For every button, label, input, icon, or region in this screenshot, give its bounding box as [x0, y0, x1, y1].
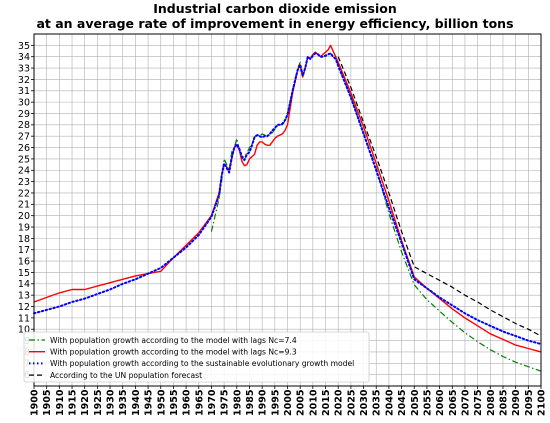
- legend-label-4: According to the UN population forecast: [50, 371, 202, 380]
- x-tick-label: 1945: [144, 390, 155, 416]
- y-tick-label: 32: [18, 75, 30, 86]
- x-tick-label: 1925: [93, 390, 104, 416]
- x-tick-label: 1960: [182, 389, 193, 416]
- x-tick-label: 2015: [321, 390, 332, 416]
- series-line-3: [33, 52, 542, 345]
- y-tick-label: 13: [18, 291, 30, 302]
- y-tick-label: 14: [18, 279, 30, 290]
- x-tick-label: 2030: [359, 389, 370, 416]
- x-tick-label: 2085: [498, 390, 509, 416]
- y-tick-label: 11: [18, 313, 30, 324]
- x-tick-label: 1910: [55, 389, 66, 416]
- x-tick-label: 1940: [131, 389, 142, 416]
- series-line-4: [337, 56, 542, 337]
- x-tick-label: 2070: [460, 389, 471, 416]
- x-tick-label: 2055: [422, 390, 433, 416]
- x-tick-label: 1905: [42, 390, 53, 416]
- y-tick-label: 20: [18, 211, 30, 222]
- chart-subtitle: at an average rate of improvement in ene…: [36, 16, 513, 31]
- x-tick-label: 1980: [232, 389, 243, 416]
- y-tick-label: 34: [18, 52, 30, 63]
- legend-label-2: With population growth according to the …: [50, 348, 297, 357]
- x-tick-label: 2100: [537, 389, 548, 416]
- y-tick-label: 35: [18, 41, 30, 52]
- legend-box: [23, 331, 370, 383]
- x-tick-label: 2090: [511, 389, 522, 416]
- x-tick-label: 1900: [30, 389, 41, 416]
- y-tick-label: 30: [18, 98, 30, 109]
- x-tick-label: 2080: [486, 389, 497, 416]
- x-tick-label: 2095: [524, 390, 535, 416]
- x-tick-label: 2000: [283, 389, 294, 416]
- y-tick-label: 17: [18, 245, 30, 256]
- y-tick-label: 21: [18, 200, 30, 211]
- x-tick-label: 1995: [270, 390, 281, 416]
- x-tick-label: 1990: [258, 389, 269, 416]
- x-tick-label: 2065: [448, 390, 459, 416]
- series-layer: [33, 44, 542, 372]
- chart-title: Industrial carbon dioxide emission: [153, 1, 397, 16]
- y-tick-label: 27: [18, 132, 30, 143]
- x-tick-label: 1965: [194, 390, 205, 416]
- y-tick-label: 23: [18, 177, 30, 188]
- legend-label-3: With population growth according to the …: [50, 359, 354, 368]
- x-axis: 1900 1905 1910 1915 1920 1925 1930 1935 1940 1945…: [30, 386, 548, 416]
- x-tick-label: 1950: [156, 389, 167, 416]
- y-tick-label: 33: [18, 63, 30, 74]
- x-tick-label: 1930: [106, 389, 117, 416]
- legend-label-1: With population growth according to the …: [50, 336, 297, 345]
- x-tick-label: 2050: [410, 389, 421, 416]
- y-tick-label: 22: [18, 188, 30, 199]
- x-tick-label: 2075: [473, 390, 484, 416]
- x-tick-label: 2010: [308, 389, 319, 416]
- x-tick-label: 2020: [334, 389, 345, 416]
- y-tick-label: 19: [18, 222, 30, 233]
- x-tick-label: 2045: [397, 390, 408, 416]
- y-axis: 6789101112131415161718192021222324252627…: [18, 41, 34, 381]
- y-tick-label: 26: [18, 143, 30, 154]
- y-tick-label: 31: [18, 86, 30, 97]
- x-tick-label: 1985: [245, 390, 256, 416]
- y-tick-label: 12: [18, 302, 30, 313]
- x-tick-label: 1955: [169, 390, 180, 416]
- x-tick-label: 1935: [118, 390, 129, 416]
- x-tick-label: 2005: [296, 390, 307, 416]
- x-tick-label: 1915: [68, 390, 79, 416]
- legend: With population growth according to the …: [23, 331, 370, 383]
- x-tick-label: 2035: [372, 390, 383, 416]
- y-tick-label: 28: [18, 120, 30, 131]
- y-tick-label: 29: [18, 109, 30, 120]
- y-tick-label: 25: [18, 154, 30, 165]
- x-tick-label: 1975: [220, 390, 231, 416]
- y-tick-label: 15: [18, 268, 30, 279]
- x-tick-label: 2060: [435, 389, 446, 416]
- series-line-2: [33, 44, 542, 353]
- x-tick-label: 2040: [384, 389, 395, 416]
- y-tick-label: 18: [18, 234, 30, 245]
- y-tick-label: 24: [18, 166, 30, 177]
- y-tick-label: 10: [18, 325, 30, 336]
- x-tick-label: 2025: [346, 390, 357, 416]
- grid: [33, 34, 542, 386]
- x-tick-label: 1970: [207, 389, 218, 416]
- y-tick-label: 16: [18, 256, 30, 267]
- x-tick-label: 1920: [80, 389, 91, 416]
